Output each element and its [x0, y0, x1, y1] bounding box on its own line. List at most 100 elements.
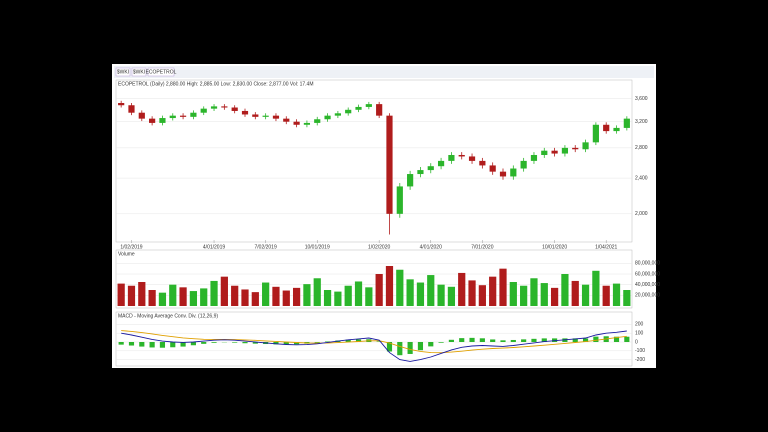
histogram-bar — [500, 340, 506, 342]
histogram-bar — [593, 336, 599, 342]
volume-panel — [115, 249, 633, 309]
y-tick-label: 100 — [635, 331, 644, 337]
candle-body — [221, 106, 228, 108]
histogram-bar — [448, 339, 454, 342]
histogram-bar — [139, 342, 145, 347]
candle-body — [334, 113, 341, 116]
volume-bar — [354, 281, 363, 306]
histogram-bar — [613, 336, 620, 342]
x-tick-label: 1/04/2021 — [595, 244, 617, 250]
histogram-bar — [490, 339, 496, 342]
candle-body — [572, 147, 579, 150]
volume-bar — [458, 272, 466, 306]
candle-body — [190, 112, 197, 117]
volume-bar — [561, 274, 569, 306]
x-tick-label: 4/01/2019 — [203, 244, 225, 250]
signal-line — [121, 330, 627, 354]
volume-bar — [179, 287, 187, 306]
volume-bar — [365, 287, 373, 306]
tab[interactable] — [131, 67, 147, 77]
x-tick-label: 10/01/2020 — [542, 244, 567, 250]
volume-bar — [540, 283, 548, 306]
candle-body — [355, 106, 362, 110]
volume-bar — [344, 285, 352, 306]
volume-bar — [396, 269, 404, 306]
y-tick-label: 2,400 — [635, 175, 648, 181]
volume-bar — [220, 276, 228, 306]
histogram-bar — [582, 338, 589, 342]
candle-body — [262, 115, 269, 117]
histogram-bar — [149, 342, 155, 348]
volume-bar — [602, 285, 610, 306]
volume-bar — [323, 290, 332, 306]
histogram-bar — [273, 342, 279, 345]
x-tick-label: 7/01/2020 — [471, 244, 493, 250]
volume-bar — [200, 288, 208, 306]
volume-bar — [437, 284, 445, 306]
tab-label[interactable]: $WKI — [133, 69, 145, 75]
histogram-bar — [428, 342, 434, 347]
candle-body — [241, 110, 249, 115]
tab-label[interactable]: ECOPETROL — [146, 69, 177, 75]
volume-bar — [138, 282, 146, 306]
volume-bar — [520, 285, 528, 306]
x-tick-label: 10/01/2019 — [305, 244, 330, 250]
candle-body — [437, 160, 445, 167]
volume-bar — [427, 275, 435, 306]
histogram-bar — [283, 342, 289, 345]
macd-panel — [115, 311, 633, 367]
candle-body — [427, 166, 434, 171]
histogram-bar — [232, 342, 238, 343]
volume-bar — [158, 292, 167, 306]
histogram-bar — [252, 342, 258, 344]
candle-body — [458, 154, 465, 157]
x-tick-label: 4/01/2020 — [420, 244, 442, 250]
tab-label[interactable]: $WKI — [117, 69, 129, 75]
volume-bar — [262, 282, 270, 306]
x-tick-label: 1/02/2020 — [368, 244, 390, 250]
histogram-bar — [159, 342, 166, 348]
candle-body — [510, 168, 517, 177]
histogram-bar — [190, 342, 196, 346]
candle-body — [603, 124, 610, 132]
candle-body — [396, 186, 403, 214]
tab[interactable] — [115, 67, 131, 77]
candle-body — [159, 118, 166, 123]
histogram-bar — [314, 342, 320, 343]
histogram-bar — [170, 342, 176, 348]
volume-bar — [478, 285, 486, 306]
histogram-bar — [294, 342, 300, 345]
candle-body — [345, 109, 352, 114]
histogram-bar — [211, 342, 217, 343]
y-tick-label: 2,800 — [635, 145, 648, 151]
histogram-bar — [324, 341, 331, 342]
volume-bar — [375, 274, 383, 306]
price-panel — [115, 79, 633, 243]
histogram-bar — [407, 342, 413, 354]
x-tick-label: 7/02/2019 — [255, 244, 277, 250]
y-tick-label: 60,000,000 — [635, 271, 660, 277]
y-tick-label: 3,600 — [635, 96, 648, 102]
volume-bar — [241, 289, 249, 306]
volume-bar — [189, 291, 198, 306]
volume-bar — [530, 278, 538, 306]
histogram-bar — [180, 342, 186, 347]
candle-body — [499, 171, 507, 177]
volume-bar — [468, 280, 476, 306]
candle-body — [376, 104, 383, 116]
volume-bar — [292, 287, 301, 306]
histogram-bar — [386, 342, 393, 352]
price-title: ECOPETROL (Daily) 2,880.00 High: 2,885.0… — [118, 81, 313, 87]
histogram-bar — [118, 342, 124, 345]
candle-body — [489, 165, 496, 172]
tab[interactable] — [147, 67, 175, 77]
candle-body — [303, 122, 311, 125]
volume-bar — [623, 290, 631, 306]
candle-body — [169, 115, 176, 119]
volume-bar — [385, 266, 394, 306]
candle-body — [623, 118, 630, 128]
candle-body — [365, 104, 372, 107]
x-tick-label: 1/02/2019 — [120, 244, 142, 250]
candle-body — [417, 170, 424, 175]
